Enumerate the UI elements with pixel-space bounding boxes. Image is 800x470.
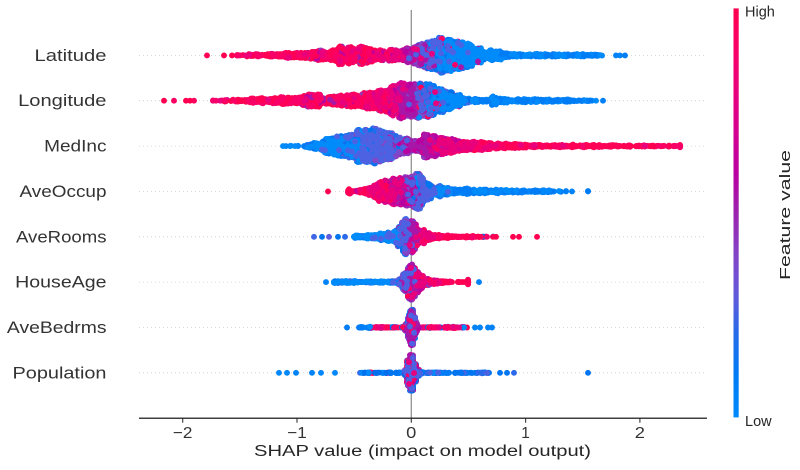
svg-text:HouseAge: HouseAge [15,274,106,292]
svg-text:−2: −2 [173,425,193,442]
svg-text:MedInc: MedInc [44,138,106,156]
svg-text:0: 0 [406,425,416,442]
svg-text:SHAP value (impact on model ou: SHAP value (impact on model output) [254,443,591,460]
svg-text:Population: Population [13,364,107,382]
svg-text:High: High [745,5,775,21]
svg-text:AveBedrms: AveBedrms [7,319,107,337]
svg-text:AveRooms: AveRooms [16,228,107,246]
svg-text:1: 1 [521,425,530,442]
svg-text:Low: Low [745,414,772,430]
svg-text:Latitude: Latitude [35,47,107,65]
svg-text:AveOccup: AveOccup [20,183,107,201]
svg-text:Longitude: Longitude [18,92,106,110]
svg-text:Feature value: Feature value [777,150,794,280]
svg-text:−1: −1 [287,425,307,442]
svg-text:2: 2 [635,425,645,442]
